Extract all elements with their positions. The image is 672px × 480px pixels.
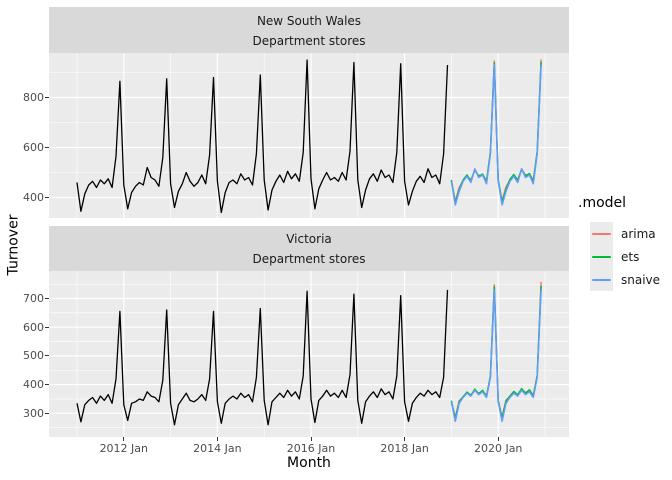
vic-history-line (76, 289, 449, 426)
legend: .model arima ets snaive (578, 195, 660, 291)
x-tick-mark (497, 437, 499, 441)
legend-items: arima ets snaive (578, 222, 660, 291)
x-tick-mark (123, 437, 125, 441)
nsw-history-line (76, 59, 449, 214)
legend-keyline-arima (592, 232, 611, 235)
x-tick-mark (310, 437, 312, 441)
legend-key-ets (590, 245, 613, 268)
x-axis-title: Month (287, 455, 331, 471)
y-axis-title-wrap: Turnover (0, 53, 26, 437)
vic-snaive-line (450, 289, 542, 423)
legend-label-arima: arima (621, 226, 656, 241)
x-tick-label: 2012 Jan (99, 442, 149, 455)
x-tick-mark (216, 437, 218, 441)
x-tick-mark (404, 437, 406, 441)
panel-nsw (49, 53, 569, 218)
x-tick-label: 2018 Jan (380, 442, 429, 455)
legend-label-ets: ets (621, 249, 640, 264)
x-tick-label: 2016 Jan (286, 442, 336, 455)
nsw-chart-svg (49, 53, 569, 218)
facet-strip-vic-industry: Department stores (252, 252, 366, 266)
facet-strip-nsw-industry: Department stores (252, 34, 366, 48)
facet-strip-nsw-region: New South Wales (256, 14, 362, 28)
legend-item-ets: ets (590, 245, 660, 268)
legend-keyline-ets (592, 255, 611, 258)
legend-label-snaive: snaive (621, 272, 661, 287)
legend-item-arima: arima (590, 222, 660, 245)
x-tick-label: 2014 Jan (193, 442, 242, 455)
facet-strip-vic: Victoria Department stores (49, 226, 569, 271)
nsw-gridlines (49, 53, 569, 218)
vic-gridlines (49, 271, 569, 437)
nsw-snaive-line (450, 64, 542, 206)
facet-strip-nsw: New South Wales Department stores (49, 7, 569, 53)
legend-item-snaive: snaive (590, 268, 660, 291)
facet-strip-vic-region: Victoria (286, 232, 332, 246)
legend-key-snaive (590, 268, 613, 291)
x-tick-label: 2020 Jan (473, 442, 523, 455)
legend-keyline-snaive (592, 278, 611, 281)
vic-chart-svg (49, 271, 569, 437)
panel-vic (49, 271, 569, 437)
legend-title: .model (578, 195, 627, 211)
legend-key-arima (590, 222, 613, 245)
y-axis-title: Turnover (5, 214, 21, 276)
